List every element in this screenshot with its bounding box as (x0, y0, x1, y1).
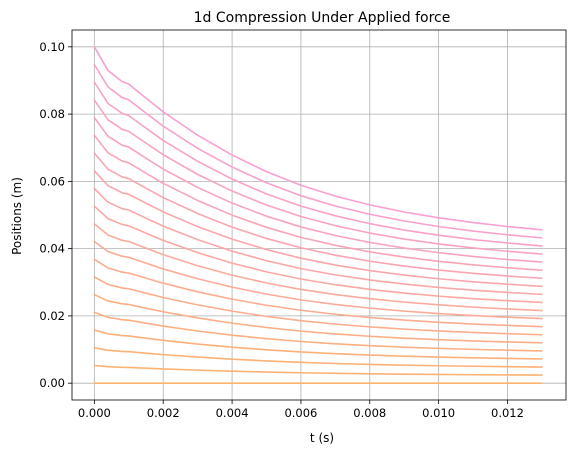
x-axis-label: t (s) (310, 431, 334, 445)
series-line (93, 276, 543, 336)
y-axis-label: Positions (m) (10, 177, 24, 255)
x-tick-label: 0.002 (147, 406, 180, 420)
series-line (93, 116, 543, 263)
y-tick-label: 0.10 (39, 40, 65, 54)
series-group (93, 46, 543, 384)
series-line (93, 169, 543, 288)
y-tick-label: 0.06 (39, 174, 65, 188)
series-line (93, 240, 543, 320)
y-tick-label: 0.00 (39, 376, 65, 390)
series-line (93, 311, 543, 352)
x-tick-label: 0.004 (216, 406, 249, 420)
chart-title: 1d Compression Under Applied force (194, 10, 451, 26)
series-line (93, 329, 543, 360)
series-line (93, 346, 543, 368)
series-line (93, 99, 543, 255)
series-line (93, 81, 543, 247)
series-line (93, 134, 543, 271)
series-line (93, 364, 543, 376)
y-tick-label: 0.08 (39, 107, 65, 121)
y-tick-label: 0.02 (39, 309, 65, 323)
grid (72, 30, 566, 400)
x-tick-label: 0.012 (491, 406, 524, 420)
series-line (93, 152, 543, 280)
series-line (93, 258, 543, 328)
series-line (93, 205, 543, 304)
ticks: 0.000 0.002 0.004 0.006 0.008 0.010 0.012 0.00 0… (39, 40, 524, 420)
x-tick-label: 0.010 (422, 406, 455, 420)
x-tick-label: 0.008 (353, 406, 386, 420)
series-line (93, 223, 543, 312)
series-line (93, 46, 543, 231)
x-tick-label: 0.006 (284, 406, 317, 420)
y-tick-label: 0.04 (39, 242, 65, 256)
series-line (93, 63, 543, 239)
series-line (93, 293, 543, 344)
x-tick-label: 0.000 (78, 406, 111, 420)
series-line (93, 187, 543, 296)
plot-frame (71, 29, 567, 401)
